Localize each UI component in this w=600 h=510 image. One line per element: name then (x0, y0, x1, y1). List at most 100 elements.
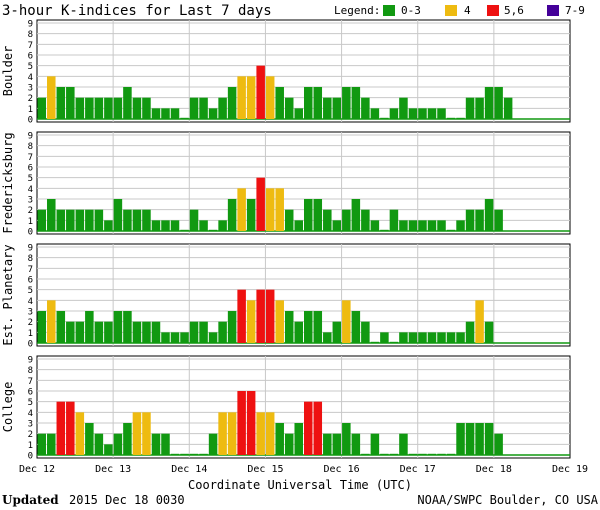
bar (484, 87, 494, 119)
legend: Legend: 0-3 4 5,6 7-9 (334, 4, 585, 17)
y-tick-label: 9 (28, 132, 33, 142)
x-axis-label: Coordinate Universal Time (UTC) (188, 478, 412, 492)
x-tick-label: Dec 16 (324, 464, 360, 475)
bar (427, 220, 437, 231)
bar (332, 97, 342, 119)
bar (389, 209, 399, 231)
bar (208, 332, 218, 343)
bar (399, 332, 408, 343)
bar (66, 401, 75, 455)
bar (66, 87, 75, 119)
bar (218, 97, 227, 119)
bar (218, 321, 227, 343)
bar (389, 108, 399, 119)
bar (132, 97, 142, 119)
panel-frame (36, 243, 571, 347)
y-tick-label: 3 (28, 196, 33, 206)
bar (284, 97, 294, 119)
bar (456, 220, 465, 231)
bar (332, 321, 342, 343)
bar (265, 412, 275, 455)
bar (37, 97, 47, 119)
bar (218, 412, 227, 455)
y-tick-label: 3 (28, 420, 33, 430)
bar (189, 209, 199, 231)
bar (427, 108, 437, 119)
bar (475, 300, 484, 343)
bar (66, 209, 75, 231)
bar (256, 65, 265, 119)
bar (284, 433, 294, 455)
y-tick-label: 7 (28, 265, 33, 275)
bar (399, 220, 408, 231)
station-label: College (1, 382, 15, 433)
bar (189, 453, 199, 455)
bar (132, 412, 142, 455)
y-tick-label: 8 (28, 254, 33, 264)
bar (342, 209, 351, 231)
bar (265, 76, 275, 119)
bar (313, 401, 323, 455)
bar (151, 108, 161, 119)
bar (494, 433, 503, 455)
legend-label: Legend: (334, 4, 380, 17)
bar (180, 453, 189, 455)
bar (227, 199, 237, 231)
bar (142, 97, 151, 119)
bar (265, 289, 275, 343)
bar (332, 220, 342, 231)
y-tick-label: 0 (28, 116, 33, 126)
bar (313, 311, 323, 343)
bar (427, 453, 437, 455)
bar (132, 209, 142, 231)
bar (399, 97, 408, 119)
bar (284, 209, 294, 231)
y-tick-label: 8 (28, 30, 33, 40)
bar (246, 391, 256, 455)
bar (399, 433, 408, 455)
bar (208, 108, 218, 119)
bar (275, 300, 284, 343)
bar (237, 76, 246, 119)
bar (342, 87, 351, 119)
bar (323, 332, 332, 343)
bar (304, 87, 313, 119)
x-axis-ticks: Dec 12 Dec 13 Dec 14 Dec 15 Dec 16 Dec 17 Dec … (19, 464, 588, 475)
bar (304, 311, 313, 343)
bar (66, 321, 75, 343)
y-tick-label: 2 (28, 206, 33, 216)
bar (237, 289, 246, 343)
station-label: Boulder (1, 46, 15, 97)
bar (437, 220, 446, 231)
bar (199, 321, 208, 343)
bar (56, 209, 66, 231)
y-tick-label: 3 (28, 84, 33, 94)
bar (180, 332, 189, 343)
y-tick-label: 1 (28, 329, 33, 339)
bar (47, 433, 56, 455)
bar (456, 332, 465, 343)
y-tick-label: 6 (28, 164, 33, 174)
panel-frame (36, 19, 571, 123)
bar (142, 412, 151, 455)
y-tick-label: 4 (28, 297, 33, 307)
footer-source: NOAA/SWPC Boulder, CO USA (417, 493, 598, 507)
legend-entry-0-3: 0-3 (401, 4, 421, 17)
bar (123, 423, 132, 455)
bar (418, 108, 427, 119)
bar (475, 97, 484, 119)
bar (503, 97, 513, 119)
bar (123, 87, 132, 119)
bar (342, 300, 351, 343)
y-tick-label: 7 (28, 377, 33, 387)
bar (104, 97, 113, 119)
bar (361, 453, 370, 455)
y-tick-label: 9 (28, 244, 33, 254)
bar (256, 412, 265, 455)
bar (465, 209, 475, 231)
bar (208, 229, 218, 231)
bar (484, 423, 494, 455)
